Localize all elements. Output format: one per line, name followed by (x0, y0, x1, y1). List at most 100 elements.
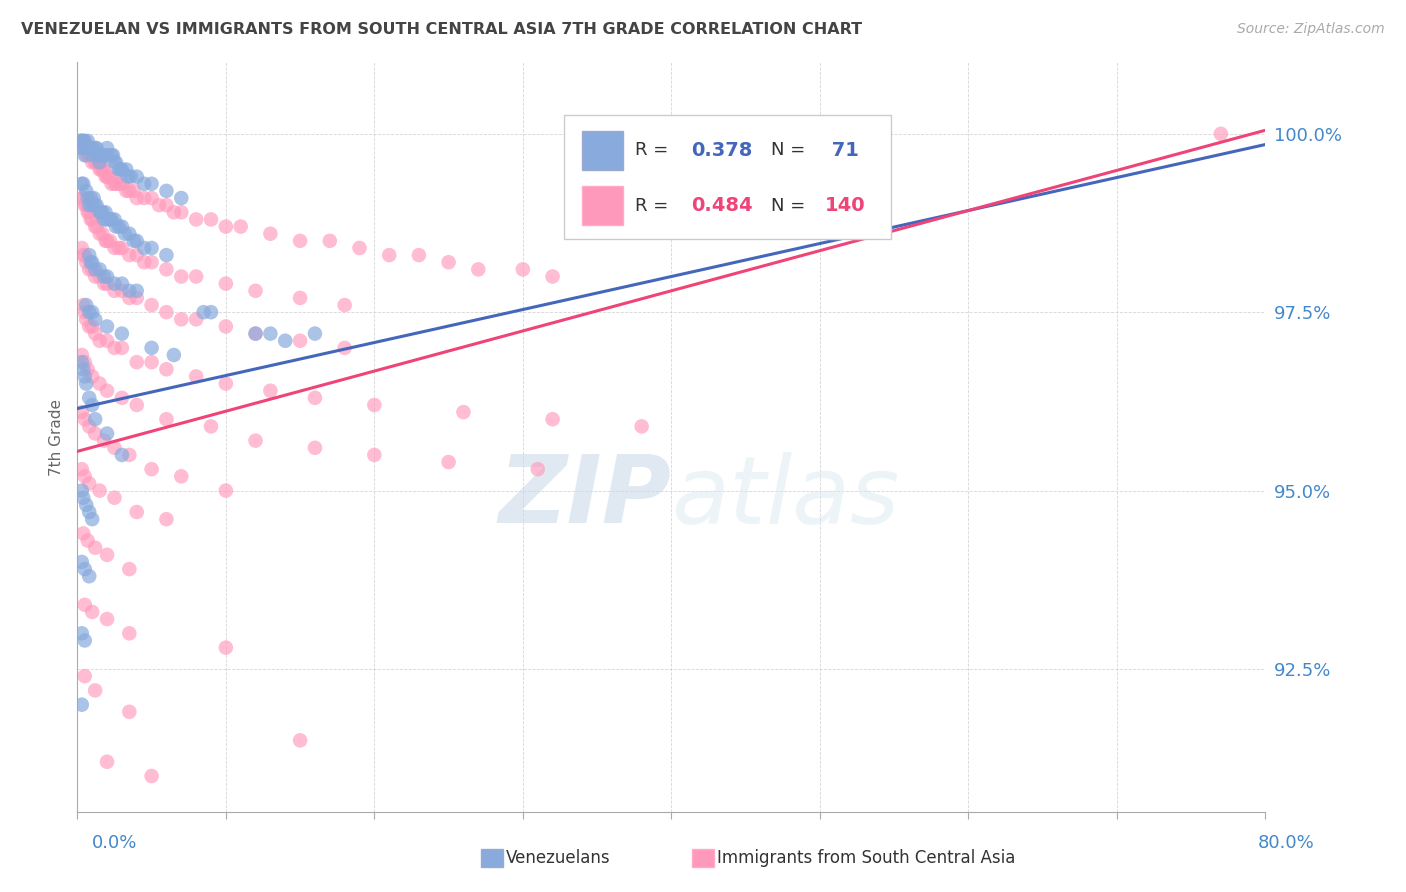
Point (76, 134, 98, 148)
Point (82, 198, 104, 212)
Point (70, 698, 93, 712)
Point (141, 191, 163, 205)
Point (93, 434, 115, 448)
Point (96, 277, 118, 291)
Point (84, 141, 107, 155)
Point (467, 262, 489, 277)
Point (73, 355, 96, 369)
Point (82, 141, 104, 155)
Point (87, 155, 110, 169)
Point (134, 191, 156, 205)
Point (200, 419, 222, 434)
FancyBboxPatch shape (582, 186, 623, 225)
Point (76, 205, 98, 219)
Point (84, 219, 107, 234)
Point (215, 483, 238, 498)
Text: Immigrants from South Central Asia: Immigrants from South Central Asia (717, 849, 1015, 867)
Point (75, 498, 97, 512)
Point (163, 348, 186, 362)
Point (100, 177, 122, 191)
Point (200, 212, 222, 227)
Point (96, 334, 118, 348)
Text: Source: ZipAtlas.com: Source: ZipAtlas.com (1237, 22, 1385, 37)
Point (288, 234, 311, 248)
Point (70, 177, 93, 191)
Point (630, 419, 652, 434)
Text: atlas: atlas (672, 451, 900, 542)
Point (512, 262, 534, 277)
Point (75, 141, 97, 155)
Point (111, 219, 134, 234)
Point (75, 184, 97, 198)
Point (141, 241, 163, 255)
Point (84, 262, 107, 277)
Text: N =: N = (770, 141, 811, 159)
Point (80, 212, 103, 227)
Point (141, 341, 163, 355)
Point (215, 277, 238, 291)
Point (73, 412, 96, 426)
Point (111, 277, 134, 291)
Point (96, 319, 118, 334)
Point (73, 562, 96, 576)
Y-axis label: 7th Grade: 7th Grade (49, 399, 65, 475)
Point (155, 305, 177, 319)
Point (82, 262, 104, 277)
Point (96, 548, 118, 562)
Point (96, 426, 118, 441)
Text: 71: 71 (825, 141, 859, 160)
Point (111, 241, 134, 255)
Point (304, 441, 326, 455)
FancyBboxPatch shape (564, 115, 891, 238)
Point (103, 491, 125, 505)
Point (75, 312, 97, 326)
Point (82, 305, 104, 319)
Point (89, 148, 111, 162)
Point (77, 319, 100, 334)
Point (141, 255, 163, 269)
Point (96, 169, 118, 184)
Point (83, 191, 105, 205)
Point (84, 312, 107, 326)
Point (70, 405, 93, 419)
Text: R =: R = (634, 196, 673, 215)
Point (80, 191, 103, 205)
Point (86, 198, 108, 212)
Bar (481, 849, 503, 867)
Point (73, 248, 96, 262)
Point (70, 462, 93, 476)
Point (80, 148, 103, 162)
Point (70, 134, 93, 148)
Point (96, 212, 118, 227)
Point (155, 248, 177, 262)
Point (100, 148, 122, 162)
Text: Venezuelans: Venezuelans (506, 849, 610, 867)
Point (333, 341, 356, 355)
Point (75, 376, 97, 391)
Point (170, 191, 193, 205)
Point (89, 262, 111, 277)
Point (118, 284, 141, 298)
Point (93, 148, 115, 162)
Text: 140: 140 (825, 196, 865, 215)
Point (155, 512, 177, 526)
Point (89, 376, 111, 391)
Point (288, 291, 311, 305)
Point (82, 155, 104, 169)
Point (541, 412, 564, 426)
Text: 0.484: 0.484 (692, 196, 754, 215)
Point (75, 255, 97, 269)
Point (91, 162, 114, 177)
Point (83, 148, 105, 162)
Point (134, 241, 156, 255)
Point (186, 269, 208, 284)
Point (125, 234, 148, 248)
Point (72, 134, 94, 148)
Point (70, 241, 93, 255)
Point (70, 626, 93, 640)
Point (125, 398, 148, 412)
Text: ZIP: ZIP (499, 451, 672, 543)
Point (89, 205, 111, 219)
Point (80, 255, 103, 269)
Point (125, 355, 148, 369)
